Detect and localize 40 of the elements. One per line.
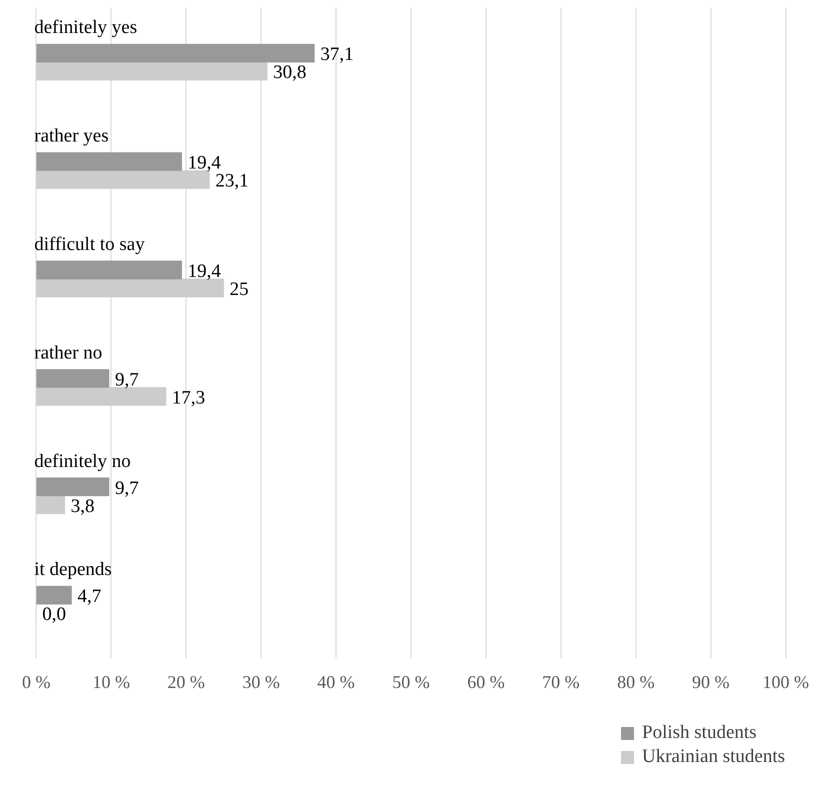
x-tick-label: 20 %	[167, 672, 205, 692]
x-tick-label: 80 %	[617, 672, 655, 692]
legend-label: Ukrainian students	[642, 746, 786, 768]
x-tick-label: 100 %	[762, 672, 810, 692]
data-label: 37,1	[320, 44, 354, 66]
x-tick-label: 90 %	[692, 672, 730, 692]
data-label: 25	[230, 278, 249, 300]
bar	[36, 387, 166, 406]
bar	[36, 170, 210, 189]
bar	[36, 260, 182, 280]
y-tick-label: definitely no	[34, 450, 131, 472]
x-tick-label: 60 %	[467, 672, 505, 692]
data-label: 0,0	[42, 604, 66, 626]
x-tick-label: 10 %	[92, 672, 130, 692]
data-label: 30,8	[273, 62, 306, 84]
bar	[36, 369, 110, 388]
y-tick-label: rather yes	[34, 126, 109, 147]
y-tick-label: definitely yes	[34, 17, 138, 38]
x-tick-label: 50 %	[392, 672, 430, 692]
data-label: 9,7	[114, 369, 139, 390]
x-tick-label: 70 %	[542, 672, 580, 692]
x-tick-label: 30 %	[242, 672, 280, 692]
data-label: 3,8	[70, 496, 94, 517]
x-tick-label: 0 %	[22, 672, 50, 692]
data-label: 19,4	[188, 260, 222, 282]
x-tick-label: 40 %	[317, 672, 355, 692]
y-tick-label: difficult to say	[34, 234, 146, 255]
bar	[36, 477, 110, 496]
bar	[36, 152, 182, 171]
y-tick-label: rather no	[34, 342, 102, 364]
bar	[36, 278, 224, 298]
bar	[36, 62, 268, 81]
data-label: 9,7	[114, 478, 139, 499]
bar	[36, 495, 66, 514]
bar	[36, 586, 72, 605]
bar	[36, 44, 315, 63]
data-label: 4,7	[77, 586, 102, 608]
legend-label: Polish students	[642, 722, 757, 744]
y-tick-label: it depends	[34, 559, 112, 580]
data-label: 17,3	[172, 387, 206, 408]
